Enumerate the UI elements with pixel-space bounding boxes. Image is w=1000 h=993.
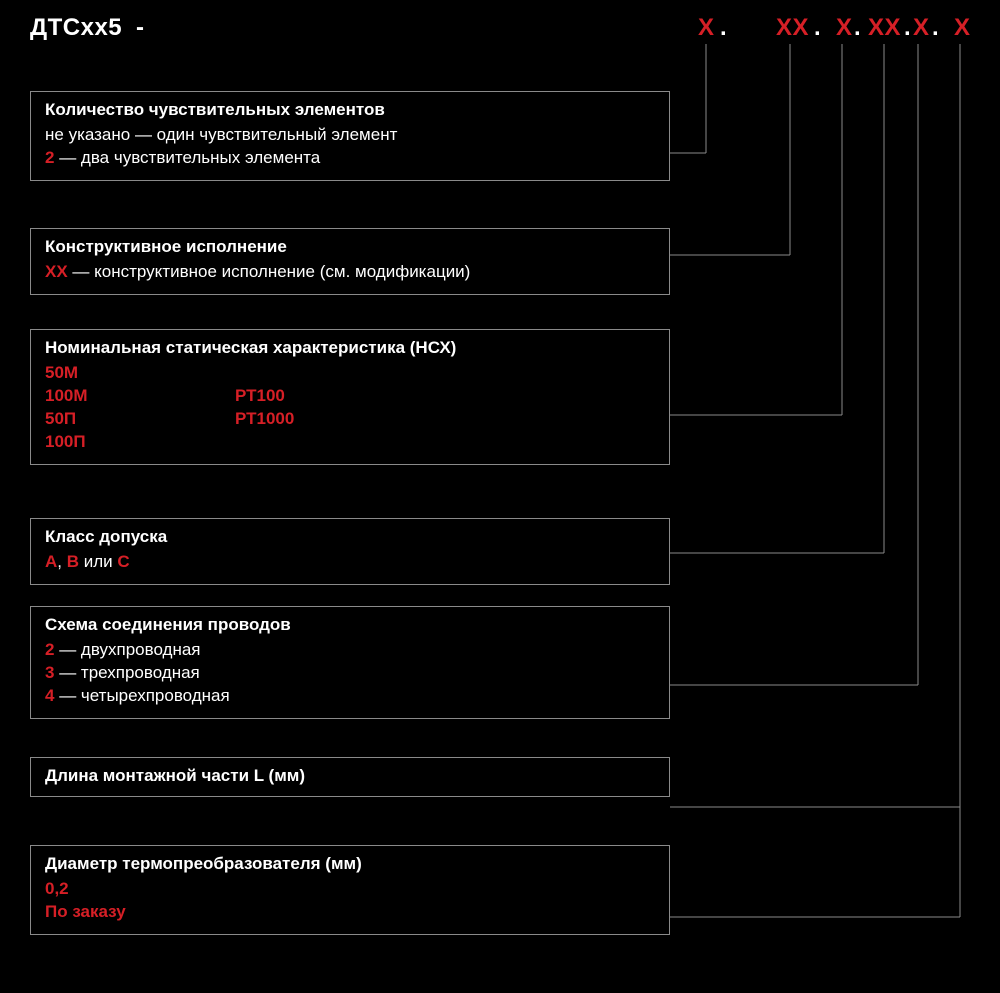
placeholder-5: X: [913, 14, 930, 42]
placeholder-3: X: [836, 14, 853, 42]
box-diameter: Диаметр термопреобразователя (мм) 0,2 По…: [30, 845, 670, 935]
box-element-count: Количество чувствительных элементов не у…: [30, 91, 670, 181]
table-row: 100П: [45, 431, 225, 454]
code-prefix: ДТСхх5: [30, 14, 122, 41]
table-row: [235, 362, 294, 385]
table-row: 2 — двухпроводная: [45, 639, 655, 662]
box-scheme: Схема соединения проводов 2 — двухпровод…: [30, 606, 670, 719]
placeholder-2: XX: [776, 14, 809, 42]
box-nsx: Номинальная статическая характеристика (…: [30, 329, 670, 465]
box-tolerance: Класс допуска А, В или С: [30, 518, 670, 585]
placeholder-1: X: [698, 14, 715, 42]
box-title: Длина монтажной части L (мм): [45, 766, 655, 786]
table-row: XX — конструктивное исполнение (см. моди…: [45, 261, 655, 284]
order-code-header: ДТСхх5 - X . XX . X . XX . X . X: [30, 14, 970, 42]
box-title: Класс допуска: [45, 527, 655, 547]
nsx-columns: 50М 100М 50П 100П РТ100 РТ1000: [45, 362, 655, 454]
table-row: не указано — один чувствительный элемент: [45, 124, 655, 147]
table-row: РТ100: [235, 385, 294, 408]
table-row: 3 — трехпроводная: [45, 662, 655, 685]
box-length: Длина монтажной части L (мм): [30, 757, 670, 797]
table-row: 50М: [45, 362, 225, 385]
box-title: Номинальная статическая характеристика (…: [45, 338, 655, 358]
box-title: Количество чувствительных элементов: [45, 100, 655, 120]
table-row: 4 — четырехпроводная: [45, 685, 655, 708]
table-row: 100М: [45, 385, 225, 408]
table-row: 0,2: [45, 878, 655, 901]
box-title: Конструктивное исполнение: [45, 237, 655, 257]
box-title: Схема соединения проводов: [45, 615, 655, 635]
placeholder-4: XX: [868, 14, 901, 42]
table-row: РТ1000: [235, 408, 294, 431]
box-construction: Конструктивное исполнение XX — конструкт…: [30, 228, 670, 295]
table-row: А, В или С: [45, 551, 655, 574]
table-row: 2 — два чувствительных элемента: [45, 147, 655, 170]
placeholder-6: X: [954, 14, 971, 42]
table-row: По заказу: [45, 901, 655, 924]
box-title: Диаметр термопреобразователя (мм): [45, 854, 655, 874]
table-row: 50П: [45, 408, 225, 431]
